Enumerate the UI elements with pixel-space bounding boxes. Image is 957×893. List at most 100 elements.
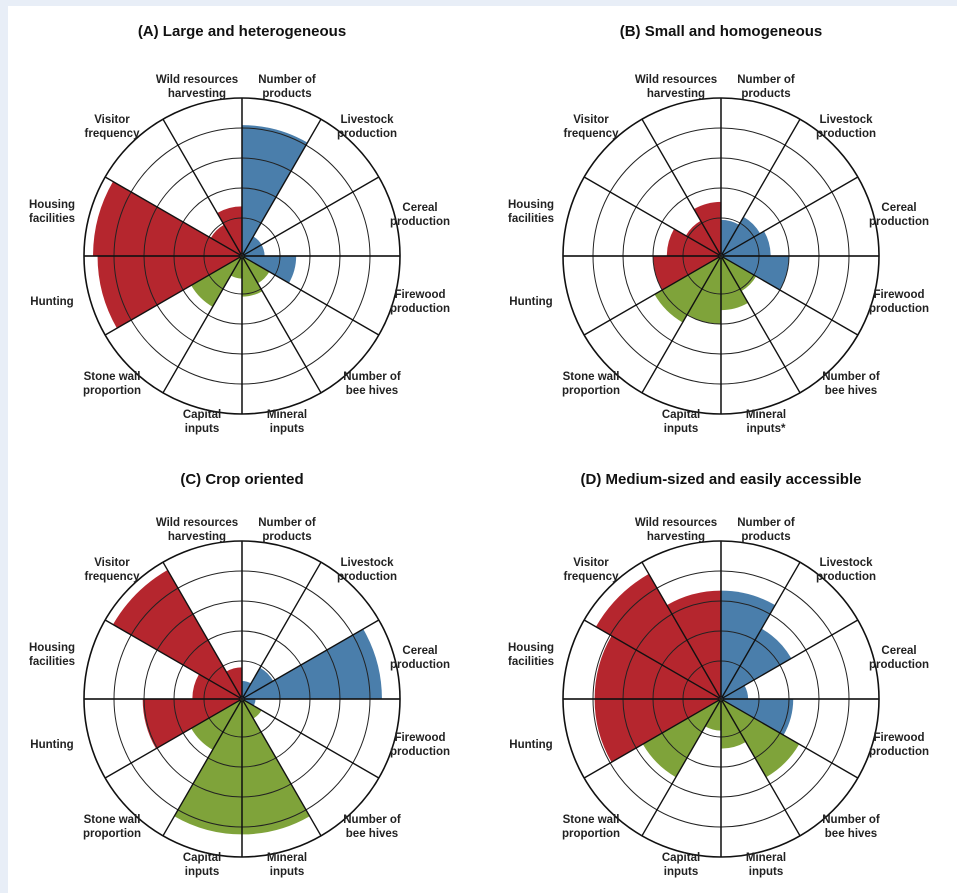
category-label: Livestock production [816, 557, 876, 583]
spoke [242, 118, 322, 255]
wedge-housing-facilities [93, 181, 242, 256]
category-label-line: inputs [664, 423, 699, 435]
category-label-line: Livestock [340, 557, 394, 569]
category-label: Firewood production [869, 289, 929, 315]
spoke [641, 700, 721, 837]
category-label: Number of products [258, 74, 316, 100]
polar-chart: (A) Large and heterogeneous Number of prod… [29, 23, 450, 435]
category-label: Number of products [737, 517, 795, 543]
category-label-line: proportion [83, 828, 141, 840]
category-label-line: Mineral [267, 852, 307, 864]
spoke [162, 700, 242, 837]
category-label-line: production [869, 303, 929, 315]
wedge-housing-facilities [594, 635, 721, 699]
category-label-line: harvesting [647, 531, 705, 543]
category-label-line: products [741, 531, 790, 543]
category-label: Visitor frequency [85, 114, 141, 140]
category-label: Visitor frequency [564, 557, 620, 583]
chart-title: (A) Large and heterogeneous [138, 23, 346, 40]
category-label-line: Wild resources [156, 74, 238, 86]
polar-chart: (C) Crop oriented Number of products Livest… [29, 471, 450, 878]
spoke [242, 700, 322, 837]
category-label-line: production [816, 571, 876, 583]
category-label-line: products [262, 531, 311, 543]
category-label-line: Livestock [340, 114, 394, 126]
category-label-line: Mineral [746, 852, 786, 864]
category-label-line: Visitor [94, 557, 130, 569]
category-label-line: Number of [737, 74, 795, 86]
category-label-line: Stone wall [563, 371, 620, 383]
spoke [162, 561, 242, 698]
category-label-line: Housing [508, 199, 554, 211]
wedge-visitor-frequency [210, 224, 242, 256]
category-label-line: Wild resources [635, 74, 717, 86]
category-label-line: products [741, 88, 790, 100]
category-label: Wild resources harvesting [635, 517, 717, 543]
wedge-wild-resources-harvesting [693, 201, 721, 256]
category-label-line: Number of [258, 74, 316, 86]
wedge-number-of-products [242, 125, 308, 256]
polar-chart: (D) Medium-sized and easily accessible Nu… [508, 471, 929, 878]
wedge-livestock-production [242, 667, 274, 699]
spoke [104, 176, 241, 256]
category-label: Cereal production [869, 202, 929, 228]
category-label-line: production [390, 303, 450, 315]
category-label: Visitor frequency [564, 114, 620, 140]
wedge-housing-facilities [666, 228, 721, 256]
category-label: Number of bee hives [822, 371, 880, 397]
spoke [722, 619, 859, 699]
category-label: Housing facilities [508, 642, 554, 668]
category-label: Hunting [30, 739, 73, 751]
category-label-line: harvesting [647, 88, 705, 100]
category-label-line: Firewood [394, 289, 445, 301]
category-label-line: Number of [822, 371, 880, 383]
category-label-line: Housing [29, 642, 75, 654]
category-label: Stone wall proportion [83, 814, 141, 840]
wedge-number-of-bee-hives [242, 256, 270, 284]
wedge-firewood-production [721, 699, 794, 736]
wedge-number-of-bee-hives [721, 256, 757, 292]
category-label-line: production [390, 659, 450, 671]
category-label-line: Number of [258, 517, 316, 529]
category-label-line: frequency [564, 571, 620, 583]
category-label-line: Hunting [30, 739, 73, 751]
category-label-line: harvesting [168, 531, 226, 543]
chart-title: (B) Small and homogeneous [620, 23, 823, 40]
category-label: Mineral inputs [267, 852, 307, 878]
category-label: Housing facilities [29, 642, 75, 668]
category-label-line: proportion [562, 385, 620, 397]
spoke [243, 699, 380, 779]
category-label-line: Hunting [509, 739, 552, 751]
spoke [721, 700, 801, 837]
category-label: Firewood production [390, 289, 450, 315]
spoke [242, 257, 322, 394]
category-label-line: Stone wall [84, 371, 141, 383]
category-label: Stone wall proportion [562, 371, 620, 397]
category-label: Hunting [509, 296, 552, 308]
category-label: Capital inputs [183, 409, 221, 435]
category-label: Stone wall proportion [562, 814, 620, 840]
wedge-visitor-frequency [685, 220, 721, 256]
category-label: Hunting [30, 296, 73, 308]
category-label-line: Mineral [267, 409, 307, 421]
spoke [641, 561, 721, 698]
chart-title: (C) Crop oriented [180, 471, 303, 488]
category-label-line: Cereal [402, 202, 437, 214]
category-label-line: production [337, 571, 397, 583]
category-label: Wild resources harvesting [635, 74, 717, 100]
category-label-line: inputs [664, 866, 699, 878]
wedge-mineral-inputs [721, 256, 749, 311]
category-label: Housing facilities [508, 199, 554, 225]
category-label-line: bee hives [825, 385, 877, 397]
category-label-line: Visitor [94, 114, 130, 126]
category-label: Firewood production [390, 732, 450, 758]
category-label: Cereal production [869, 645, 929, 671]
category-label-line: Capital [183, 852, 221, 864]
wedge-stone-wall-proportion [654, 256, 721, 323]
spoke [583, 176, 720, 256]
category-label-line: frequency [85, 128, 141, 140]
spoke [641, 118, 721, 255]
spoke [641, 257, 721, 394]
chart-title: (D) Medium-sized and easily accessible [581, 471, 862, 488]
category-label-line: proportion [83, 385, 141, 397]
